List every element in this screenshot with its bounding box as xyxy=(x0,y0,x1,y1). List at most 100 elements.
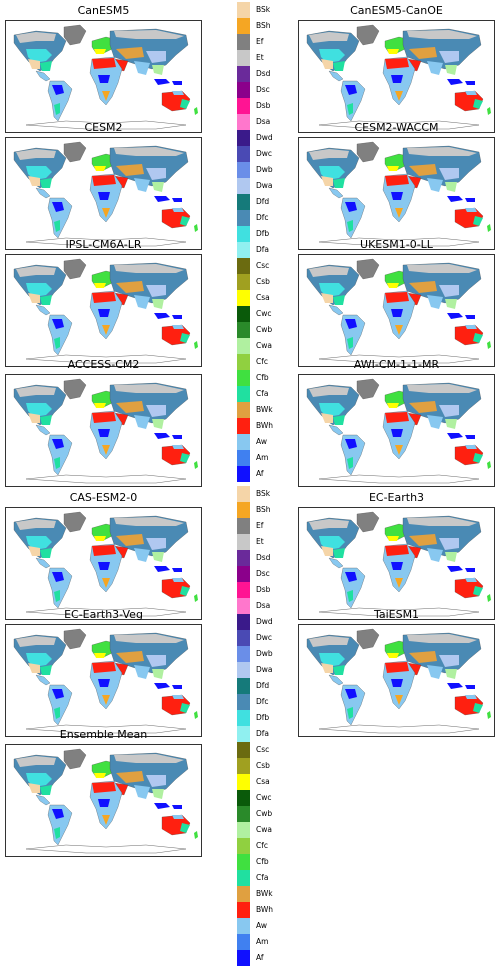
legend-swatch xyxy=(237,758,250,774)
legend-label: Dfa xyxy=(256,729,270,738)
legend-item: Ef xyxy=(237,34,297,50)
legend-label: Et xyxy=(256,53,264,62)
legend-swatch xyxy=(237,306,250,322)
panel-title: CESM2-WACCM xyxy=(354,121,439,134)
legend-item: Dsc xyxy=(237,566,297,582)
legend-item: Dwc xyxy=(237,630,297,646)
legend-item: Dwc xyxy=(237,146,297,162)
legend-label: BSh xyxy=(256,21,271,30)
legend-item: Cwb xyxy=(237,806,297,822)
legend-label: Cwa xyxy=(256,341,272,350)
legend-label: BWh xyxy=(256,421,274,430)
panel-title: EC-Earth3 xyxy=(368,491,425,504)
legend-item: Dwa xyxy=(237,178,297,194)
legend-swatch xyxy=(237,726,250,742)
legend-item: Dfa xyxy=(237,242,297,258)
legend-swatch xyxy=(237,710,250,726)
legend-swatch xyxy=(237,50,250,66)
legend-label: Dfd xyxy=(256,681,270,690)
legend-swatch xyxy=(237,194,250,210)
legend-item: Et xyxy=(237,534,297,550)
legend-item: Dwd xyxy=(237,614,297,630)
legend-item: Cfa xyxy=(237,386,297,402)
legend-item: Dsb xyxy=(237,582,297,598)
legend-item: Dfb xyxy=(237,226,297,242)
legend-label: BWk xyxy=(256,889,273,898)
legend-label: Cfc xyxy=(256,357,269,366)
legend-swatch xyxy=(237,370,250,386)
legend-label: Am xyxy=(256,453,269,462)
legend-label: Dfc xyxy=(256,213,269,222)
legend-label: Dsc xyxy=(256,569,270,578)
legend-swatch xyxy=(237,162,250,178)
legend-item: BWk xyxy=(237,886,297,902)
legend-swatch xyxy=(237,678,250,694)
legend-item: BSk xyxy=(237,486,297,502)
legend-swatch xyxy=(237,322,250,338)
panel-title: IPSL-CM6A-LR xyxy=(65,238,142,251)
legend-item: Dsa xyxy=(237,598,297,614)
legend-label: Cfc xyxy=(256,841,269,850)
legend-item: Csc xyxy=(237,258,297,274)
legend-swatch xyxy=(237,950,250,966)
legend-label: Dfb xyxy=(256,713,270,722)
legend-label: Dsd xyxy=(256,69,271,78)
legend-swatch xyxy=(237,598,250,614)
legend-item: Dfb xyxy=(237,710,297,726)
legend-swatch xyxy=(237,290,250,306)
legend-item: Aw xyxy=(237,434,297,450)
legend-swatch xyxy=(237,242,250,258)
legend-swatch xyxy=(237,18,250,34)
legend-swatch xyxy=(237,566,250,582)
map-panel: CESM2 xyxy=(5,120,202,252)
legend-swatch xyxy=(237,210,250,226)
panel-title: UKESM1-0-LL xyxy=(360,238,433,251)
legend-swatch xyxy=(237,694,250,710)
legend-label: Dwd xyxy=(256,133,273,142)
legend-swatch xyxy=(237,258,250,274)
panel-title: CanESM5-CanOE xyxy=(350,4,443,17)
legend-item: Dfa xyxy=(237,726,297,742)
legend-swatch xyxy=(237,82,250,98)
map-panel: AWI-CM-1-1-MR xyxy=(298,357,495,489)
legend-item: Et xyxy=(237,50,297,66)
legend-item: Csb xyxy=(237,758,297,774)
legend-swatch xyxy=(237,450,250,466)
legend-item: Cfb xyxy=(237,370,297,386)
legend-label: Cwc xyxy=(256,793,272,802)
legend-item: Am xyxy=(237,934,297,950)
legend-item: Dfc xyxy=(237,694,297,710)
legend-swatch xyxy=(237,646,250,662)
legend-swatch xyxy=(237,98,250,114)
legend-label: Aw xyxy=(256,437,267,446)
legend-swatch xyxy=(237,518,250,534)
legend-swatch xyxy=(237,838,250,854)
legend-label: BSk xyxy=(256,5,271,14)
world-map xyxy=(5,20,202,133)
legend-label: BWk xyxy=(256,405,273,414)
legend-swatch xyxy=(237,630,250,646)
world-map xyxy=(298,20,495,133)
legend-swatch xyxy=(237,434,250,450)
legend-label: Csb xyxy=(256,277,270,286)
legend-swatch xyxy=(237,614,250,630)
legend-item: Af xyxy=(237,466,297,482)
map-panel: EC-Earth3 xyxy=(298,490,495,622)
legend-swatch xyxy=(237,146,250,162)
legend-swatch xyxy=(237,402,250,418)
legend-swatch xyxy=(237,274,250,290)
panel-title: TaiESM1 xyxy=(373,608,420,621)
legend-swatch xyxy=(237,806,250,822)
legend-item: Cwb xyxy=(237,322,297,338)
legend-item: BWh xyxy=(237,902,297,918)
world-map xyxy=(5,254,202,367)
legend-label: Dsc xyxy=(256,85,270,94)
legend-item: Cfc xyxy=(237,838,297,854)
legend-label: Cwb xyxy=(256,325,273,334)
legend-item: Dsd xyxy=(237,66,297,82)
legend-label: Cfb xyxy=(256,857,269,866)
legend-item: Cwc xyxy=(237,790,297,806)
legend-label: Dfc xyxy=(256,697,269,706)
legend-swatch xyxy=(237,114,250,130)
world-map xyxy=(5,374,202,487)
